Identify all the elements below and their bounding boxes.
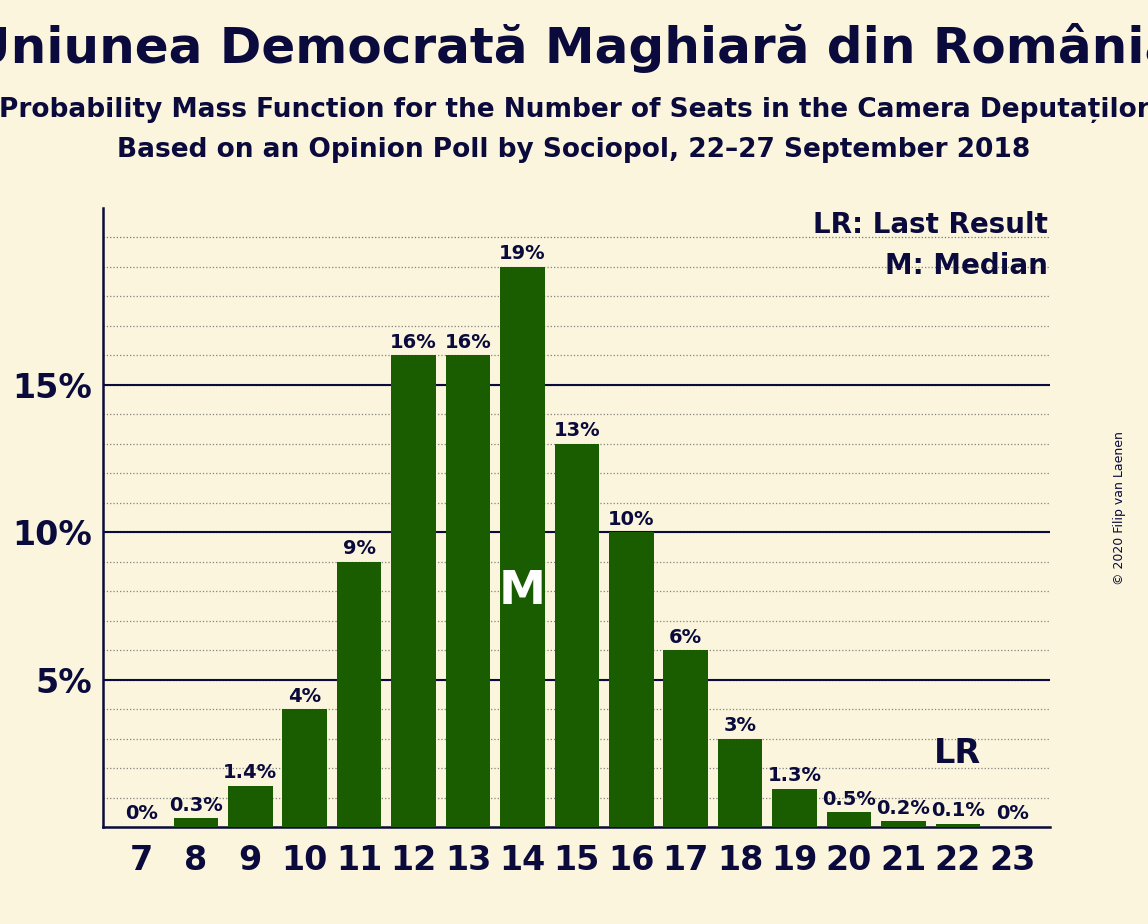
Text: 16%: 16%: [390, 333, 437, 352]
Text: 0.1%: 0.1%: [931, 801, 985, 821]
Text: Based on an Opinion Poll by Sociopol, 22–27 September 2018: Based on an Opinion Poll by Sociopol, 22…: [117, 137, 1031, 163]
Bar: [445, 356, 490, 827]
Bar: [827, 812, 871, 827]
Bar: [501, 267, 545, 827]
Text: 3%: 3%: [723, 716, 757, 735]
Text: 4%: 4%: [288, 687, 321, 706]
Text: 0.3%: 0.3%: [169, 796, 223, 815]
Text: M: M: [499, 569, 546, 614]
Bar: [228, 785, 272, 827]
Text: 0%: 0%: [995, 805, 1029, 823]
Text: 9%: 9%: [342, 539, 375, 558]
Text: M: Median: M: Median: [885, 252, 1048, 280]
Bar: [608, 532, 653, 827]
Text: 16%: 16%: [444, 333, 491, 352]
Text: 6%: 6%: [669, 627, 703, 647]
Text: 1.4%: 1.4%: [223, 763, 278, 783]
Bar: [882, 821, 925, 827]
Text: Uniunea Democrată Maghiară din România: Uniunea Democrată Maghiară din România: [0, 23, 1148, 73]
Bar: [664, 650, 708, 827]
Text: 1.3%: 1.3%: [768, 766, 822, 785]
Text: LR: Last Result: LR: Last Result: [813, 211, 1048, 238]
Text: 19%: 19%: [499, 244, 545, 263]
Bar: [391, 356, 436, 827]
Text: 13%: 13%: [553, 421, 600, 440]
Text: LR: LR: [933, 736, 980, 770]
Text: 0.5%: 0.5%: [822, 790, 876, 808]
Text: 0.2%: 0.2%: [877, 798, 930, 818]
Bar: [336, 562, 381, 827]
Bar: [554, 444, 599, 827]
Bar: [773, 789, 817, 827]
Bar: [936, 824, 980, 827]
Bar: [282, 709, 327, 827]
Bar: [173, 818, 218, 827]
Text: Probability Mass Function for the Number of Seats in the Camera Deputaților: Probability Mass Function for the Number…: [0, 97, 1148, 123]
Bar: [718, 738, 762, 827]
Text: 0%: 0%: [125, 805, 158, 823]
Text: 10%: 10%: [608, 510, 654, 529]
Text: © 2020 Filip van Laenen: © 2020 Filip van Laenen: [1112, 432, 1126, 585]
